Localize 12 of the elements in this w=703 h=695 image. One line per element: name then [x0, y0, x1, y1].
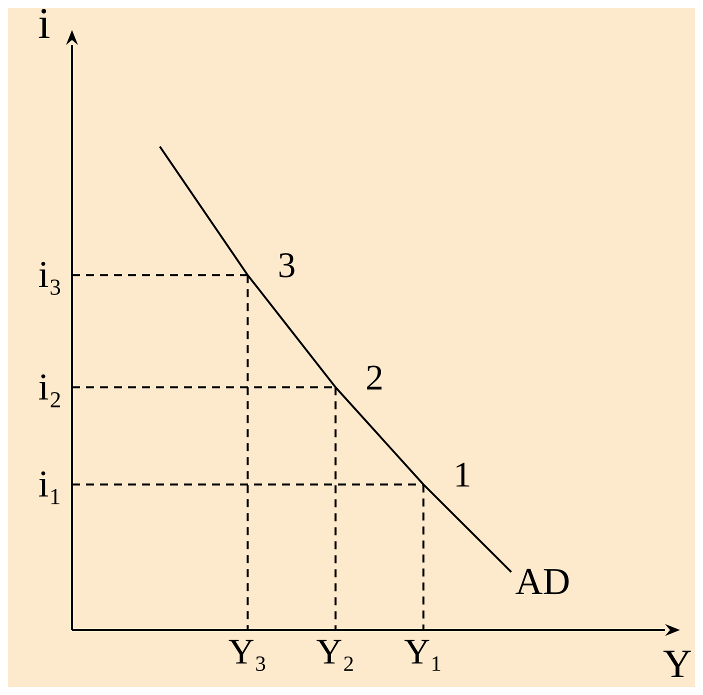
series-label: AD — [515, 560, 570, 603]
annotation: 1 — [453, 454, 472, 494]
annotation: 3 — [278, 245, 296, 286]
series-label: i₁ — [38, 463, 62, 506]
series-label: i₃ — [38, 254, 62, 296]
y-axis-title: i — [38, 0, 50, 49]
x-tick-label: Y₃ — [228, 632, 267, 672]
series-label: i₂ — [38, 366, 62, 408]
x-tick-label: Y₂ — [316, 632, 355, 672]
annotation: 2 — [366, 357, 384, 398]
x-tick-label: Y₁ — [404, 632, 443, 672]
x-axis-title: Y — [663, 640, 692, 687]
